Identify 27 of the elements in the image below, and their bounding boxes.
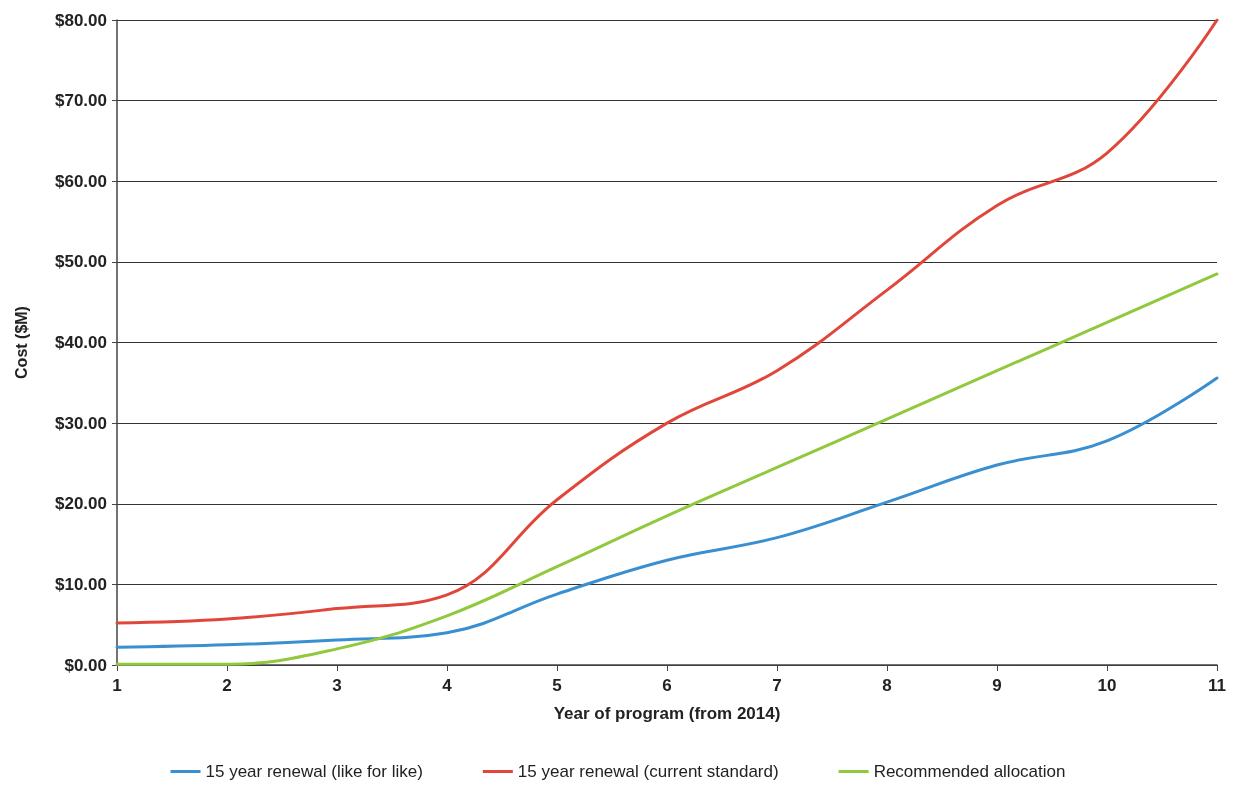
x-tick-label: 8 [882,676,892,695]
y-tick-label: $60.00 [55,171,107,191]
y-axis-title: Cost ($M) [12,306,30,379]
x-tick-label: 6 [662,676,672,695]
y-tick-label: $40.00 [55,333,107,352]
legend-label: 15 year renewal (current standard) [517,762,779,781]
x-tick-label: 2 [222,676,232,695]
y-tick-label: $20.00 [55,494,107,514]
legend-label: Recommended allocation [873,762,1066,781]
x-tick-label: 4 [442,676,453,695]
x-tick-label: 1 [112,676,122,695]
legend-label: 15 year renewal (like for like) [205,762,423,781]
line-series [115,376,1219,649]
x-tick-label: 3 [332,676,342,695]
y-tick-label: $80.00 [55,10,107,30]
y-tick-label: $70.00 [55,91,107,111]
y-tick-label: $0.00 [64,655,107,675]
x-tick-label: 7 [772,676,782,695]
y-tick-label: $50.00 [55,252,107,272]
x-tick-label: 11 [1208,676,1226,695]
x-axis-title: Year of program (from 2014) [553,704,781,723]
line-series [115,18,1219,625]
y-tick-label: $30.00 [55,413,107,433]
x-tick-label: 9 [992,676,1002,695]
y-tick-label: $10.00 [55,574,107,594]
x-tick-label: 10 [1097,676,1117,695]
x-tick-label: 5 [552,676,562,695]
